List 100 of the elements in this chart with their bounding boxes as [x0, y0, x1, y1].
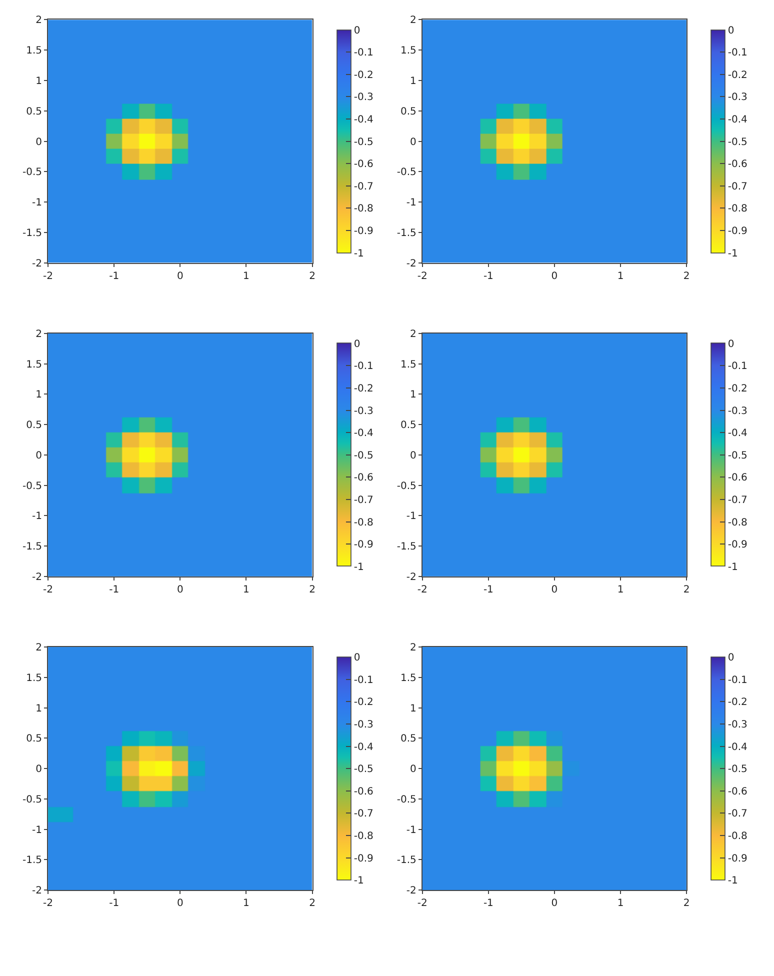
- color-bar-label: -0.1: [354, 48, 374, 59]
- x-tick-label: 2: [309, 270, 316, 282]
- y-tick-label: 1: [410, 76, 416, 87]
- color-bar-label: -0.4: [728, 428, 748, 440]
- x-tick-label: 2: [683, 584, 690, 596]
- color-bar-label: -0.7: [728, 495, 748, 506]
- x-tick-label: 0: [551, 584, 558, 596]
- x-tick-label: -2: [43, 584, 54, 596]
- y-tick-label: -1: [32, 198, 42, 209]
- color-bar-label: 0: [728, 25, 734, 36]
- color-bar-label: -0.9: [354, 540, 374, 551]
- x-tick-label: -1: [483, 584, 494, 596]
- y-tick-label: -0.5: [22, 794, 42, 806]
- color-bar-label: -0.6: [354, 786, 374, 798]
- color-bar-label: -0.9: [728, 853, 748, 864]
- color-bar-label: -0.5: [728, 450, 748, 462]
- x-tick-label: -1: [483, 898, 494, 910]
- y-tick-label: 0: [410, 136, 416, 148]
- color-bar-label: -0.7: [354, 495, 374, 506]
- y-tick-label: 1.5: [400, 46, 416, 57]
- y-tick-label: -2: [32, 258, 42, 270]
- color-bar-label: 0: [728, 338, 734, 350]
- color-bar-label: -0.3: [728, 406, 748, 417]
- color-bar-label: -0.4: [354, 428, 374, 440]
- y-tick-label: 1.5: [400, 359, 416, 370]
- y-tick-label: 0.5: [400, 106, 416, 118]
- x-tick-label: -1: [109, 898, 120, 910]
- y-tick-label: -2: [32, 886, 42, 897]
- color-bar-label: -0.5: [728, 136, 748, 148]
- y-tick-label: 0: [36, 136, 42, 148]
- color-bar-label: -0.6: [728, 472, 748, 484]
- x-tick-label: -1: [109, 270, 120, 282]
- y-tick-label: 2: [410, 642, 416, 654]
- x-tick-label: 0: [551, 270, 558, 282]
- y-tick-label: -1: [406, 511, 416, 522]
- x-tick-label: 2: [309, 584, 316, 596]
- y-tick-label: -0.5: [396, 794, 416, 806]
- color-bar-label: -0.4: [728, 742, 748, 753]
- color-bar-label: -0.1: [354, 674, 374, 686]
- color-bar-label: -0.2: [354, 70, 374, 81]
- y-tick-label: 1: [36, 390, 42, 401]
- y-tick-label: -1: [406, 198, 416, 209]
- y-tick-label: 0: [36, 764, 42, 776]
- color-bar-label: -0.8: [728, 517, 748, 528]
- color-bar-label: -0.7: [728, 181, 748, 192]
- y-tick-label: -2: [406, 572, 416, 583]
- color-bar-label: -0.6: [354, 159, 374, 170]
- y-tick-label: -1.5: [396, 542, 416, 553]
- color-bar-label: -0.5: [354, 136, 374, 148]
- y-tick-label: 0.5: [26, 420, 42, 432]
- y-tick-label: -1: [406, 824, 416, 836]
- color-bar-label: -0.9: [728, 540, 748, 551]
- y-tick-label: 1: [410, 390, 416, 401]
- y-tick-label: 2: [36, 642, 42, 654]
- y-tick-label: 0: [36, 450, 42, 462]
- x-tick-label: 1: [243, 584, 250, 596]
- y-tick-label: 0.5: [26, 734, 42, 745]
- y-tick-label: 1.5: [26, 672, 42, 684]
- y-tick-label: 1: [36, 703, 42, 714]
- color-bar-label: -0.8: [354, 204, 374, 215]
- color-bar-label: -0.9: [354, 226, 374, 237]
- color-bar-label: 0: [354, 652, 360, 664]
- color-bar-label: -0.5: [728, 764, 748, 776]
- color-bar-label: 0: [728, 652, 734, 664]
- color-bar-label: -0.2: [728, 70, 748, 81]
- color-bar-label: -0.1: [728, 48, 748, 59]
- color-bar-label: -0.1: [728, 361, 748, 372]
- x-tick-label: 1: [617, 898, 624, 910]
- x-tick-label: 2: [683, 270, 690, 282]
- color-bar-label: -0.2: [354, 384, 374, 395]
- color-bar-label: -0.4: [354, 742, 374, 753]
- x-tick-label: -2: [417, 898, 428, 910]
- x-tick-label: -1: [109, 584, 120, 596]
- color-bar-label: -0.3: [354, 92, 374, 104]
- color-bar-label: 0: [354, 25, 360, 36]
- y-tick-label: -1.5: [396, 855, 416, 866]
- color-bar-label: -0.9: [728, 226, 748, 237]
- x-tick-label: 1: [243, 898, 250, 910]
- color-bar-label: -1: [354, 248, 364, 260]
- color-bar-label: -1: [728, 248, 738, 260]
- x-tick-label: 2: [309, 898, 316, 910]
- color-bar-label: -0.3: [354, 719, 374, 730]
- y-tick-label: -0.5: [22, 167, 42, 178]
- x-tick-label: 0: [176, 584, 184, 596]
- color-bar-label: -1: [728, 562, 738, 573]
- color-bar-label: -0.8: [728, 204, 748, 215]
- color-bar-label: -0.1: [728, 674, 748, 686]
- x-tick-label: -2: [417, 584, 428, 596]
- y-tick-label: 1: [410, 703, 416, 714]
- y-tick-label: 0: [410, 764, 416, 776]
- color-bar-label: -0.7: [728, 808, 748, 820]
- color-bar-label: -1: [354, 876, 364, 887]
- y-tick-label: 2: [410, 328, 416, 340]
- y-tick-label: -1.5: [22, 855, 42, 866]
- color-bar-label: -0.6: [354, 472, 374, 484]
- color-bar-label: 0: [354, 338, 360, 350]
- x-tick-label: 2: [683, 898, 690, 910]
- y-tick-label: -0.5: [22, 480, 42, 492]
- color-bar-label: -0.7: [354, 808, 374, 820]
- color-bar-label: -0.8: [354, 517, 374, 528]
